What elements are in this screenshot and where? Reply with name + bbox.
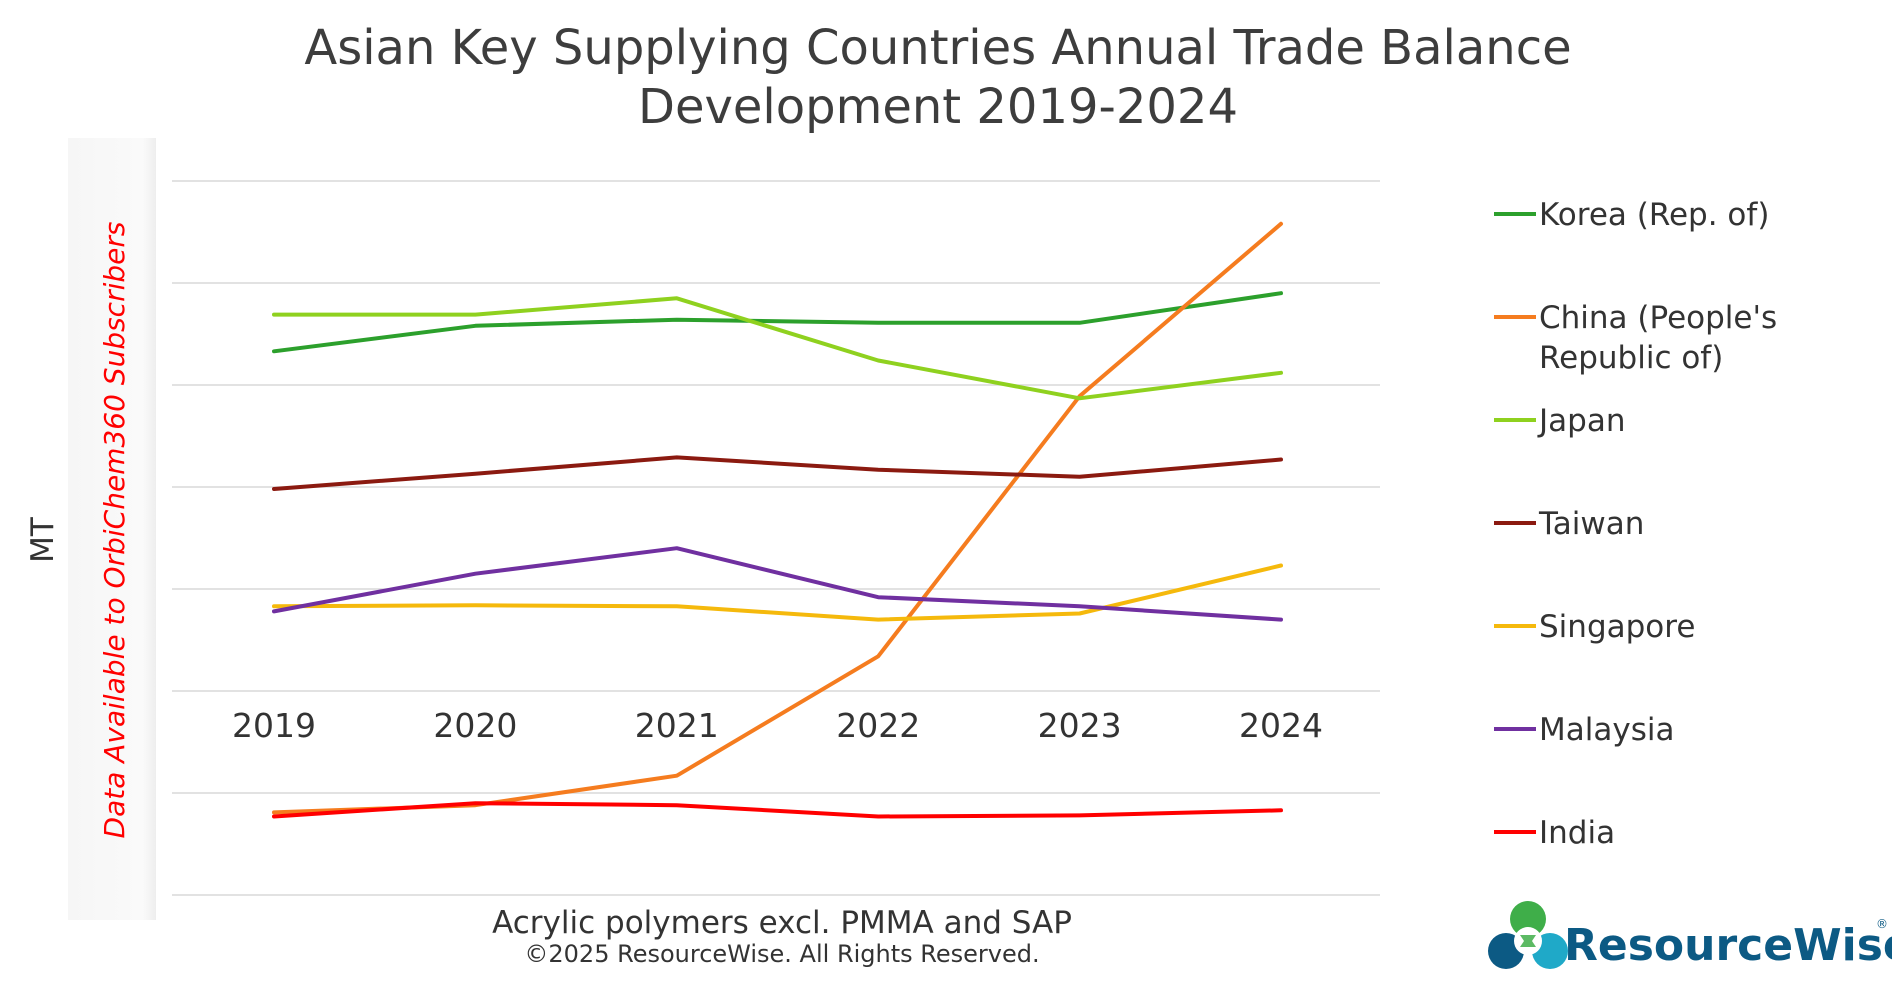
legend-label: Malaysia: [1539, 712, 1674, 748]
series-line: [272, 296, 1283, 401]
x-tick-label: 2022: [836, 706, 920, 745]
legend: Korea (Rep. of) China (People's Republic o…: [1494, 197, 1777, 851]
x-axis-label: Acrylic polymers excl. PMMA and SAP: [492, 905, 1072, 941]
series-line: [272, 221, 1283, 815]
x-axis-ticks: 2019 2020 2021 2022 2023 2024: [232, 706, 1323, 745]
resourcewise-logo: ResourceWise ®: [1488, 901, 1892, 971]
gridlines: [172, 180, 1380, 896]
legend-label: Republic of): [1539, 340, 1723, 376]
legend-label: Taiwan: [1538, 506, 1644, 542]
series-line: [272, 563, 1283, 622]
series-line: [272, 455, 1283, 491]
logo-mark-icon: [1488, 901, 1568, 969]
subscriber-notice-panel: [68, 138, 156, 920]
x-tick-label: 2019: [232, 706, 316, 745]
series-line: [272, 546, 1283, 622]
x-tick-label: 2023: [1038, 706, 1122, 745]
logo-registered-mark: ®: [1876, 917, 1888, 931]
series-line: [272, 291, 1283, 354]
chart-title-line-2: Development 2019-2024: [638, 79, 1238, 135]
series-line: [272, 801, 1283, 819]
logo-wordmark: ResourceWise: [1564, 920, 1892, 971]
x-tick-label: 2020: [433, 706, 517, 745]
legend-label: Singapore: [1539, 609, 1695, 645]
legend-label: Korea (Rep. of): [1539, 197, 1769, 233]
x-tick-label: 2021: [635, 706, 719, 745]
x-tick-label: 2024: [1239, 706, 1323, 745]
legend-label: Japan: [1537, 403, 1625, 439]
subscriber-notice: Data Available to OrbiChem360 Subscriber…: [98, 222, 131, 839]
legend-label: India: [1539, 815, 1615, 851]
copyright-notice: ©2025 ResourceWise. All Rights Reserved.: [524, 940, 1039, 968]
legend-label: China (People's: [1539, 300, 1777, 336]
y-axis-label: MT: [25, 516, 61, 563]
series-lines: [272, 221, 1283, 819]
chart-title-line-1: Asian Key Supplying Countries Annual Tra…: [304, 20, 1571, 76]
